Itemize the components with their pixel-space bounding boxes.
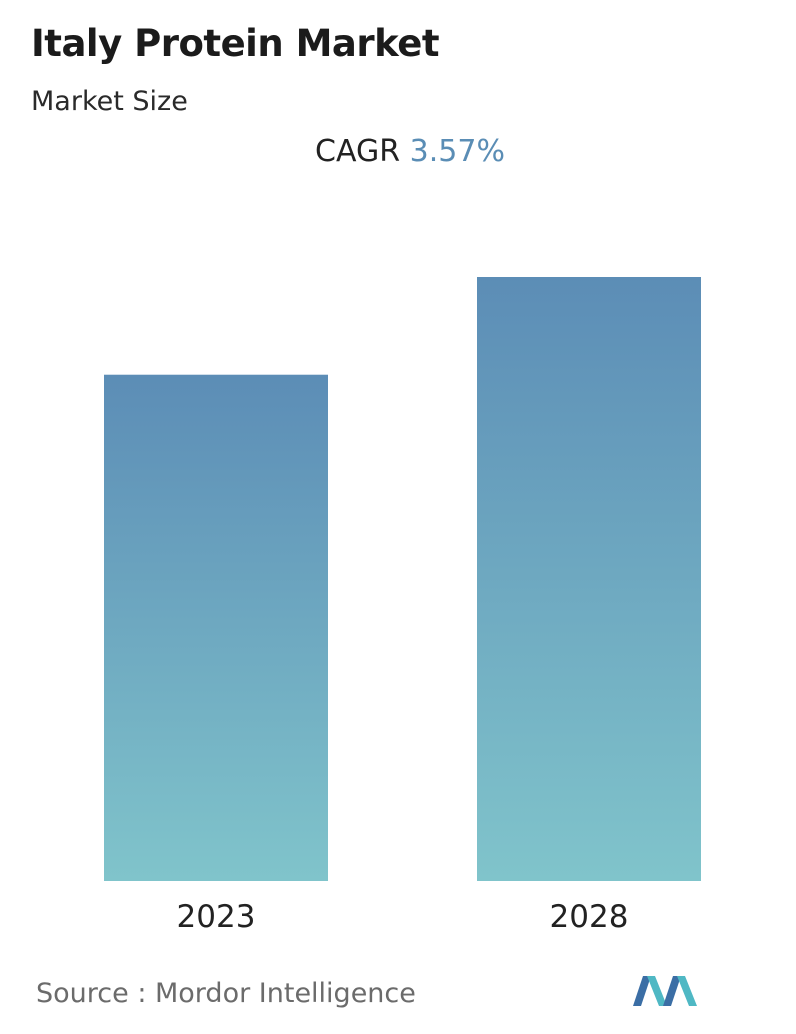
bar-2028 bbox=[477, 277, 701, 881]
cagr-callout: CAGR 3.57% bbox=[0, 134, 796, 170]
x-tick-labels: 2023 2028 bbox=[177, 899, 629, 935]
bar-chart: 2023 2028 bbox=[104, 277, 701, 935]
x-tick-label-2028: 2028 bbox=[550, 899, 629, 935]
chart-title: Italy Protein Market bbox=[31, 22, 440, 65]
cagr-value: 3.57% bbox=[409, 134, 505, 169]
x-tick-label-2023: 2023 bbox=[177, 899, 256, 935]
mordor-intelligence-logo bbox=[633, 976, 697, 1006]
source-credit: Source : Mordor Intelligence bbox=[36, 978, 416, 1009]
cagr-label: CAGR bbox=[315, 134, 401, 169]
chart-subtitle: Market Size bbox=[31, 86, 188, 117]
bars-layer bbox=[104, 277, 701, 881]
bar-2023 bbox=[104, 374, 328, 881]
